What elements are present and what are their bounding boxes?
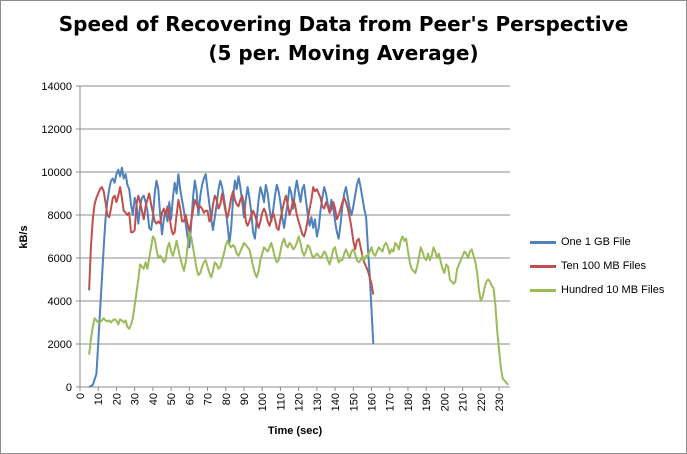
x-tick-label: 180: [403, 393, 415, 411]
axes: [79, 86, 510, 391]
y-tick-label: 12000: [41, 124, 72, 136]
legend-label: Hundred 10 MB Files: [561, 284, 665, 296]
x-tick-label: 10: [93, 393, 105, 405]
y-axis-label: kB/s: [18, 225, 30, 248]
x-tick-label: 200: [439, 393, 451, 411]
legend-swatch: [530, 288, 556, 292]
chart-legend: One 1 GB File Ten 100 MB Files Hundred 10 …: [530, 230, 664, 302]
gridlines: [76, 85, 510, 388]
legend-item-2: Ten 100 MB Files: [530, 254, 664, 278]
x-tick-label: 100: [257, 393, 269, 411]
x-tick-label: 80: [221, 393, 233, 405]
y-tick-label: 6000: [48, 253, 72, 265]
legend-item-3: Hundred 10 MB Files: [530, 278, 664, 302]
x-tick-label: 190: [421, 393, 433, 411]
y-tick-label: 10000: [41, 167, 72, 179]
series-line-2: [88, 186, 375, 295]
legend-item-1: One 1 GB File: [530, 230, 664, 254]
x-axis-label: Time (sec): [268, 425, 323, 437]
x-tick-label: 170: [385, 393, 397, 411]
y-tick-label: 0: [66, 382, 72, 394]
y-tick-label: 14000: [41, 81, 72, 93]
y-tick-label: 4000: [48, 296, 72, 308]
chart-title: Speed of Recovering Data from Peer's Per…: [0, 10, 687, 68]
x-tick-label: 60: [184, 393, 196, 405]
x-axis-tick-labels: 0 10 20 30 40 50 60 70 80 90 100 110 120 130 140 150 160…: [75, 393, 506, 411]
chart-title-line2: (5 per. Moving Average): [208, 41, 479, 65]
legend-label: One 1 GB File: [561, 236, 631, 248]
x-tick-label: 120: [294, 393, 306, 411]
x-tick-label: 20: [111, 393, 123, 405]
x-tick-label: 90: [239, 393, 251, 405]
series-line-1: [88, 166, 375, 388]
x-tick-label: 40: [148, 393, 160, 405]
x-tick-label: 0: [75, 393, 87, 399]
x-tick-label: 230: [494, 393, 506, 411]
legend-label: Ten 100 MB Files: [561, 260, 646, 272]
x-tick-label: 50: [166, 393, 178, 405]
y-axis-tick-labels: 0 2000 4000 6000 8000 10000 12000 14000: [41, 81, 72, 394]
legend-swatch: [530, 240, 556, 244]
y-tick-label: 2000: [48, 339, 72, 351]
x-tick-label: 130: [312, 393, 324, 411]
x-tick-label: 110: [275, 393, 287, 411]
series-lines: [88, 166, 509, 388]
y-tick-label: 8000: [48, 210, 72, 222]
x-tick-label: 160: [367, 393, 379, 411]
x-tick-label: 150: [348, 393, 360, 411]
x-tick-label: 210: [458, 393, 470, 411]
x-tick-label: 220: [476, 393, 488, 411]
x-tick-label: 70: [203, 393, 215, 405]
legend-swatch: [530, 264, 556, 268]
chart-title-line1: Speed of Recovering Data from Peer's Per…: [58, 12, 629, 36]
x-tick-label: 140: [330, 393, 342, 411]
x-tick-label: 30: [130, 393, 142, 405]
series-line-3: [88, 231, 509, 386]
